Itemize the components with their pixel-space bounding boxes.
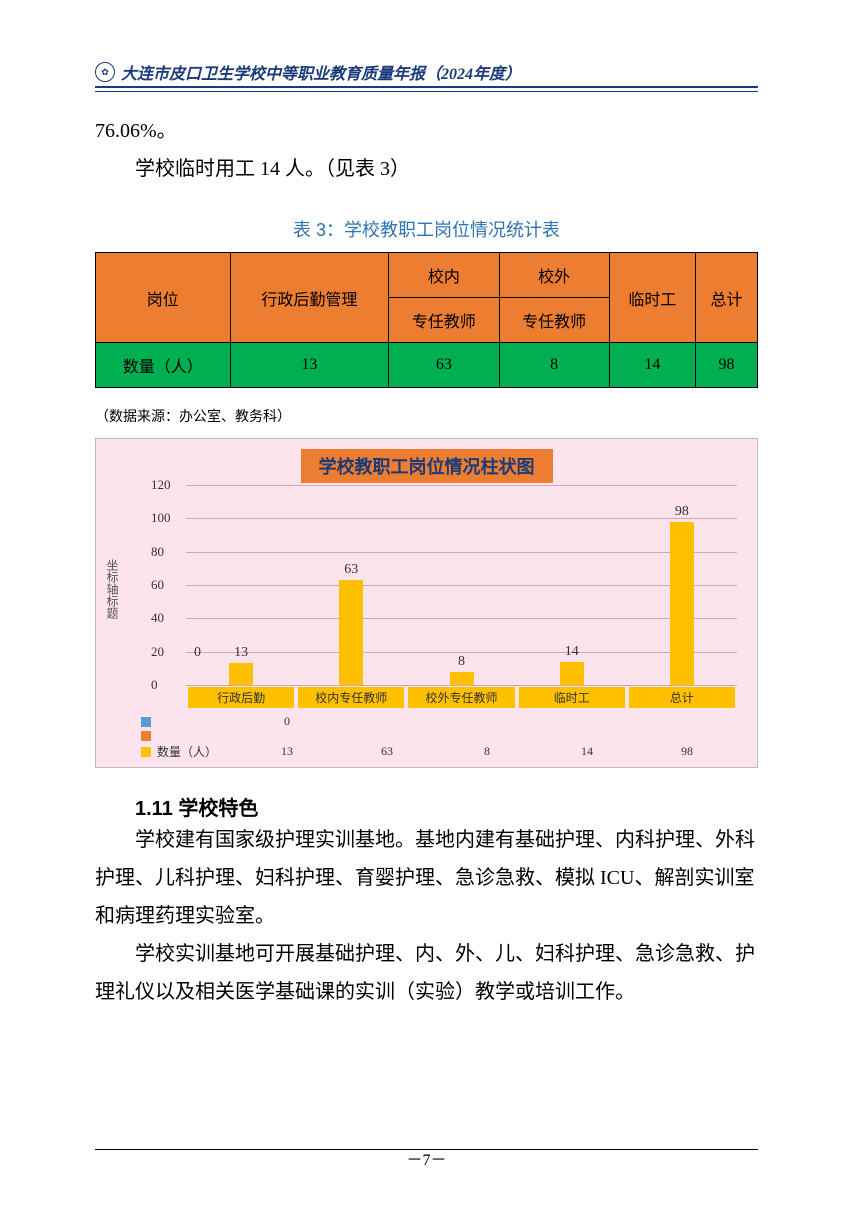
bar-value-label: 63 <box>344 562 358 578</box>
bars: 13 0 63 8 14 98 <box>186 485 737 685</box>
bar-value-label: 8 <box>458 654 465 670</box>
bar <box>560 662 584 685</box>
data-source: （数据来源：办公室、教务科） <box>95 406 758 426</box>
ytick-label: 60 <box>151 577 164 593</box>
bar <box>450 672 474 685</box>
ytick-label: 100 <box>151 510 171 526</box>
legend-value: 14 <box>537 744 637 759</box>
ytick-label: 120 <box>151 477 171 493</box>
body-text-percent: 76.06%。 <box>95 112 758 150</box>
header-rule <box>95 86 758 92</box>
x-axis-label: 临时工 <box>519 687 625 708</box>
legend-values-blue: 0 <box>237 714 737 729</box>
chart-ylabel: 坐标轴标题 <box>104 559 121 619</box>
gridline <box>186 685 737 686</box>
legend-swatch-blue <box>141 717 151 727</box>
zero-bar-label: 0 <box>194 645 201 661</box>
page-header: ✿ 大连市皮口卫生学校中等职业教育质量年报（2024年度） <box>95 60 758 84</box>
x-labels: 行政后勤校内专任教师校外专任教师临时工总计 <box>186 687 737 708</box>
chart-legend: 0 数量（人） 136381498 <box>141 714 737 762</box>
section-p1: 学校建有国家级护理实训基地。基地内建有基础护理、内科护理、外科护理、儿科护理、妇… <box>95 821 758 935</box>
x-axis-label: 校外专任教师 <box>408 687 514 708</box>
page: ✿ 大连市皮口卫生学校中等职业教育质量年报（2024年度） 76.06%。 学校… <box>0 0 853 1206</box>
legend-value: 13 <box>237 744 337 759</box>
bar-group: 63 <box>296 485 406 685</box>
th-out-school: 校外 <box>499 253 609 298</box>
bar <box>670 522 694 685</box>
legend-row-blue: 0 <box>141 714 737 729</box>
td-total-val: 98 <box>695 343 757 388</box>
legend-row-series: 数量（人） 136381498 <box>141 743 737 760</box>
th-total: 总计 <box>695 253 757 343</box>
legend-swatch-orange <box>141 731 151 741</box>
th-post: 岗位 <box>96 253 231 343</box>
header-title: 大连市皮口卫生学校中等职业教育质量年报（2024年度） <box>121 60 521 84</box>
table-title: 表 3：学校教职工岗位情况统计表 <box>95 216 758 242</box>
td-count-label: 数量（人） <box>96 343 231 388</box>
bar-group: 8 <box>406 485 516 685</box>
th-in-school: 校内 <box>389 253 499 298</box>
page-number: －7－ <box>0 1146 853 1170</box>
th-admin: 行政后勤管理 <box>230 253 389 343</box>
bar-value-label: 98 <box>675 504 689 520</box>
th-fulltime-out: 专任教师 <box>499 298 609 343</box>
bar-value-label: 14 <box>565 644 579 660</box>
legend-row-orange <box>141 731 737 741</box>
section-heading: 1.11 学校特色 <box>95 792 758 821</box>
bar-chart: 学校教职工岗位情况柱状图 坐标轴标题 020406080100120130638… <box>95 438 758 768</box>
th-fulltime-in: 专任教师 <box>389 298 499 343</box>
bar-value-label: 13 <box>234 645 248 661</box>
bar-group: 98 <box>627 485 737 685</box>
bar <box>339 580 363 685</box>
legend-value: 98 <box>637 744 737 759</box>
legend-value: 8 <box>437 744 537 759</box>
td-in-val: 63 <box>389 343 499 388</box>
ytick-label: 20 <box>151 644 164 660</box>
legend-series-label: 数量（人） <box>157 743 227 760</box>
bar-group: 13 0 <box>186 485 296 685</box>
section-p2: 学校实训基地可开展基础护理、内、外、儿、妇科护理、急诊急救、护理礼仪以及相关医学… <box>95 935 758 1011</box>
staff-table: 岗位 行政后勤管理 校内 校外 临时工 总计 专任教师 专任教师 数量（人） 1… <box>95 252 758 388</box>
chart-title: 学校教职工岗位情况柱状图 <box>301 449 553 483</box>
x-axis-label: 校内专任教师 <box>298 687 404 708</box>
td-temp-val: 14 <box>609 343 695 388</box>
x-axis-label: 行政后勤 <box>188 687 294 708</box>
school-logo-icon: ✿ <box>95 62 115 82</box>
legend-values-series: 136381498 <box>237 744 737 759</box>
td-admin-val: 13 <box>230 343 389 388</box>
body-text-line2: 学校临时用工 14 人。（见表 3） <box>95 150 758 188</box>
th-temp: 临时工 <box>609 253 695 343</box>
plot-area: 0204060801001201306381498 <box>186 485 737 685</box>
td-out-val: 8 <box>499 343 609 388</box>
bar-group: 14 <box>517 485 627 685</box>
ytick-label: 80 <box>151 544 164 560</box>
legend-swatch-series <box>141 747 151 757</box>
x-axis-label: 总计 <box>629 687 735 708</box>
legend-value: 63 <box>337 744 437 759</box>
ytick-label: 40 <box>151 610 164 626</box>
legend-zero: 0 <box>237 714 337 729</box>
ytick-label: 0 <box>151 677 158 693</box>
bar <box>229 663 253 685</box>
